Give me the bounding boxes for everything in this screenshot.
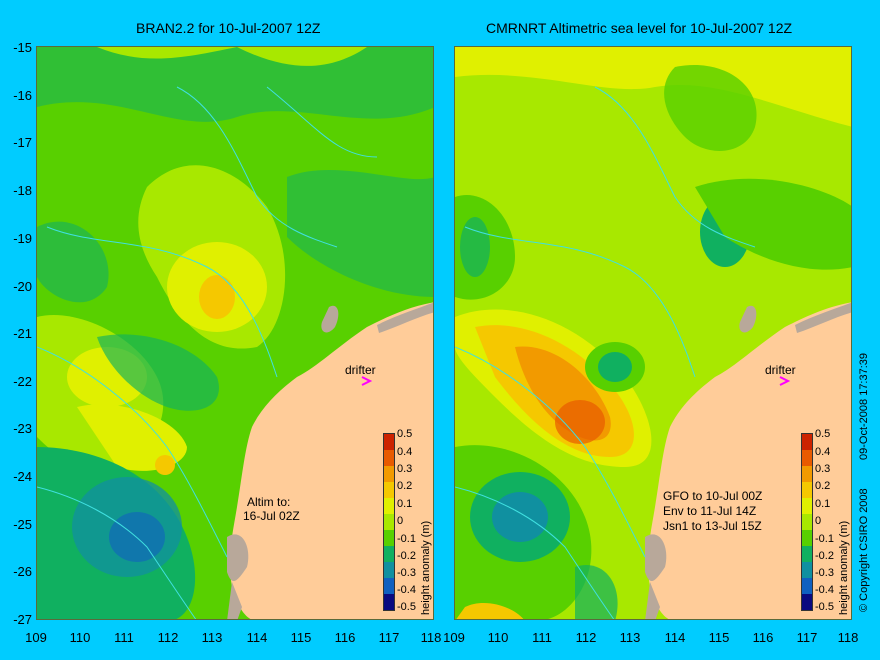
x-tick-label: 109 [443, 630, 465, 645]
x-tick-label: 110 [487, 630, 509, 645]
colorbar-tick-label: 0.3 [397, 463, 413, 475]
x-tick-label: 118 [420, 630, 442, 645]
y-tick-label: -19 [13, 231, 32, 246]
x-tick-label: 112 [157, 630, 179, 645]
y-tick-label: -20 [13, 279, 32, 294]
colorbar-tick-label: 0.1 [397, 498, 413, 510]
x-tick-label: 112 [575, 630, 597, 645]
colorbar-tick-label: -0.5 [815, 601, 834, 613]
colorbar-tick-label: 0 [397, 515, 404, 527]
x-tick-label: 116 [334, 630, 356, 645]
x-tick-label: 116 [752, 630, 774, 645]
x-tick-label: 113 [619, 630, 641, 645]
colorbar-title: height anomaly (m) [420, 520, 432, 615]
colorbar-tick-label: 0.4 [815, 446, 831, 458]
colorbar-tick-label: 0 [815, 515, 822, 527]
drifter-label: drifter [345, 363, 376, 377]
left-colorbar [383, 433, 395, 611]
colorbar-tick-label: -0.2 [815, 550, 834, 562]
colorbar-tick-label: -0.1 [815, 533, 834, 545]
colorbar-tick-label: -0.3 [397, 567, 416, 579]
colorbar-tick-label: -0.4 [815, 584, 834, 596]
colorbar-title: height anomaly (m) [838, 520, 850, 615]
colorbar-tick-label: 0.1 [815, 498, 831, 510]
right-panel-title: CMRNRT Altimetric sea level for 10-Jul-2… [486, 20, 793, 36]
x-tick-label: 118 [837, 630, 859, 645]
colorbar-tick-label: 0.3 [815, 463, 831, 475]
colorbar-tick-label: -0.5 [397, 601, 416, 613]
y-tick-label: -23 [13, 421, 32, 436]
colorbar-tick-label: 0.5 [397, 428, 413, 440]
y-tick-label: -21 [13, 326, 32, 341]
colorbar-tick-label: 0.2 [397, 480, 413, 492]
colorbar-tick-label: -0.4 [397, 584, 416, 596]
x-tick-label: 110 [69, 630, 91, 645]
x-tick-label: 115 [290, 630, 312, 645]
altimetry-note-line1: Altim to: [247, 495, 291, 509]
x-tick-label: 111 [532, 630, 552, 645]
y-tick-label: -27 [13, 612, 32, 627]
colorbar-tick-label: -0.3 [815, 567, 834, 579]
x-tick-label: 114 [246, 630, 268, 645]
x-tick-label: 114 [664, 630, 686, 645]
x-tick-label: 111 [114, 630, 134, 645]
y-tick-label: -17 [13, 135, 32, 150]
left-panel-title: BRAN2.2 for 10-Jul-2007 12Z [136, 20, 321, 36]
copyright: © Copyright CSIRO 2008 [858, 488, 870, 612]
colorbar-tick-label: 0.4 [397, 446, 413, 458]
x-tick-label: 117 [796, 630, 818, 645]
satellite-note-line2: Env to 11-Jul 14Z [663, 504, 757, 518]
colorbar-tick-label: -0.1 [397, 533, 416, 545]
y-tick-label: -25 [13, 517, 32, 532]
altimetry-note-line2: 16-Jul 02Z [243, 509, 300, 523]
x-tick-label: 117 [378, 630, 400, 645]
satellite-note-line3: Jsn1 to 13-Jul 15Z [663, 519, 762, 533]
y-tick-label: -16 [13, 88, 32, 103]
colorbar-tick-label: -0.2 [397, 550, 416, 562]
drifter-label: drifter [765, 363, 796, 377]
x-tick-label: 109 [25, 630, 47, 645]
colorbar-tick-label: 0.2 [815, 480, 831, 492]
x-tick-label: 113 [201, 630, 223, 645]
y-tick-label: -22 [13, 374, 32, 389]
y-tick-label: -24 [13, 469, 32, 484]
satellite-note-line1: GFO to 10-Jul 00Z [663, 489, 763, 503]
y-tick-label: -18 [13, 183, 32, 198]
timestamp: 09-Oct-2008 17:37:39 [858, 352, 870, 460]
right-map-svg [455, 47, 851, 619]
left-map-panel: drifter Altim to: 16-Jul 02Z 0.5 0.4 0.3… [36, 46, 434, 620]
y-tick-label: -26 [13, 564, 32, 579]
left-map-svg [37, 47, 433, 619]
x-tick-label: 115 [708, 630, 730, 645]
right-colorbar [801, 433, 813, 611]
y-tick-label: -15 [13, 40, 32, 55]
right-map-panel: drifter GFO to 10-Jul 00Z Env to 11-Jul … [454, 46, 852, 620]
colorbar-tick-label: 0.5 [815, 428, 831, 440]
